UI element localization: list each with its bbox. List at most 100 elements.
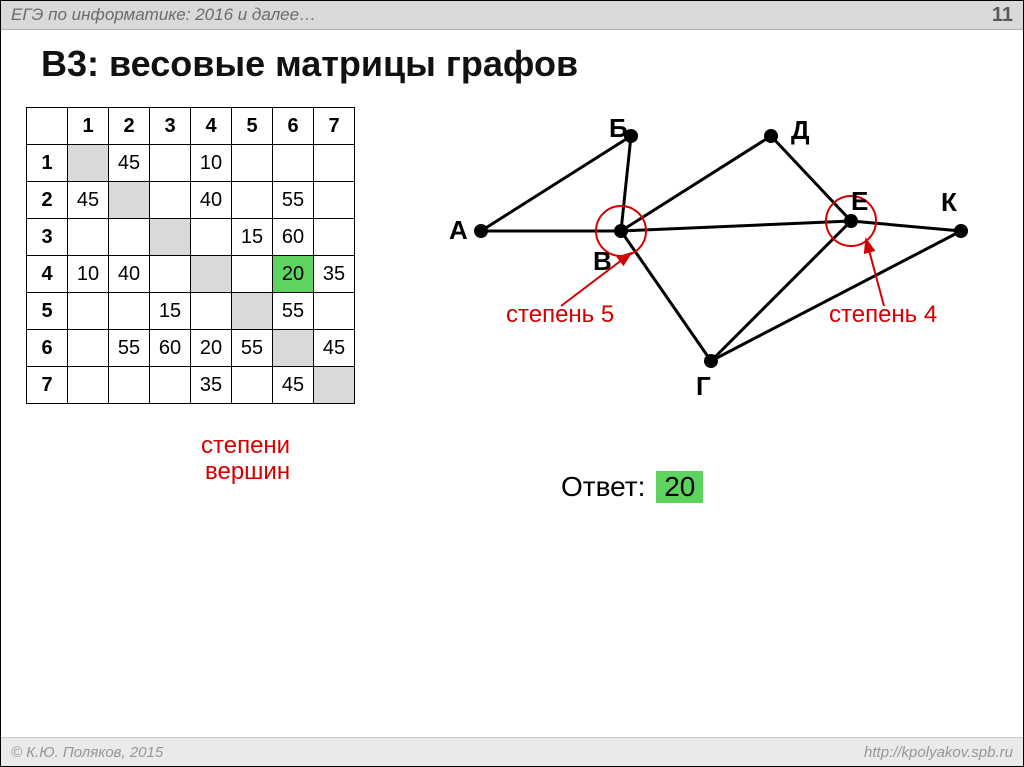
graph-node-label: Д	[791, 115, 810, 146]
matrix-cell: 10	[68, 256, 109, 293]
matrix-col-header: 4	[191, 108, 232, 145]
matrix-cell: 55	[273, 182, 314, 219]
matrix-cell: 60	[273, 219, 314, 256]
matrix-row-header: 2	[27, 182, 68, 219]
graph-edge	[711, 231, 961, 361]
graph-edge	[621, 221, 851, 231]
matrix-cell	[314, 182, 355, 219]
matrix-cell: 55	[109, 330, 150, 367]
answer-value: 20	[656, 471, 703, 503]
matrix-col-header: 3	[150, 108, 191, 145]
bottombar: © К.Ю. Поляков, 2015 http://kpolyakov.sp…	[1, 737, 1023, 766]
matrix-cell	[273, 145, 314, 182]
slide: ЕГЭ по информатике: 2016 и далее… 11 B3:…	[0, 0, 1024, 767]
degree-caption: степени вершин	[201, 433, 290, 486]
degree-annotation: степень 5	[506, 301, 614, 329]
graph-node-label: А	[449, 215, 468, 246]
slide-title: B3: весовые матрицы графов	[41, 43, 578, 85]
matrix-cell	[150, 145, 191, 182]
matrix-col-header: 2	[109, 108, 150, 145]
matrix-row-header: 1	[27, 145, 68, 182]
matrix-cell	[232, 145, 273, 182]
matrix-row: 4 10 40 20 35	[27, 256, 355, 293]
matrix-row-header: 3	[27, 219, 68, 256]
matrix-col-header: 6	[273, 108, 314, 145]
degree-caption-line1: степени	[201, 432, 290, 459]
matrix-cell: 15	[232, 219, 273, 256]
graph-node-label: К	[941, 187, 957, 218]
matrix-cell: 40	[191, 182, 232, 219]
matrix-row-header: 7	[27, 367, 68, 404]
matrix-cell	[232, 293, 273, 330]
matrix-cell: 55	[273, 293, 314, 330]
matrix-row: 2 45 40 55	[27, 182, 355, 219]
matrix-cell	[232, 367, 273, 404]
matrix-cell	[68, 330, 109, 367]
matrix-cell: 15	[150, 293, 191, 330]
graph-node-label: Е	[851, 186, 868, 217]
matrix-cell	[191, 256, 232, 293]
matrix-cell	[314, 219, 355, 256]
degree-annotation: степень 4	[829, 301, 937, 329]
matrix-row: 1 45 10	[27, 145, 355, 182]
matrix-cell: 45	[109, 145, 150, 182]
topbar: ЕГЭ по информатике: 2016 и далее… 11	[1, 1, 1023, 30]
matrix-row: 5 15 55	[27, 293, 355, 330]
matrix-cell: 35	[314, 256, 355, 293]
graph-node	[704, 354, 718, 368]
matrix-col-header: 7	[314, 108, 355, 145]
matrix-cell: 20	[191, 330, 232, 367]
matrix-cell: 35	[191, 367, 232, 404]
matrix-cell	[150, 219, 191, 256]
matrix-cell	[191, 219, 232, 256]
graph-edge	[771, 136, 851, 221]
matrix-row: 3 15 60	[27, 219, 355, 256]
matrix-col-header: 1	[68, 108, 109, 145]
matrix-corner	[27, 108, 68, 145]
matrix-cell: 10	[191, 145, 232, 182]
footer-copyright: © К.Ю. Поляков, 2015	[11, 744, 163, 761]
footer-url: http://kpolyakov.spb.ru	[864, 744, 1013, 761]
graph-svg	[421, 101, 1001, 401]
matrix-col-header: 5	[232, 108, 273, 145]
matrix-cell: 40	[109, 256, 150, 293]
degree-caption-line2: вершин	[205, 458, 290, 485]
graph-diagram: АБВГДЕКстепень 5степень 4	[421, 101, 1001, 401]
header-breadcrumb: ЕГЭ по информатике: 2016 и далее…	[11, 5, 316, 25]
matrix-row: 6 55 60 20 55 45	[27, 330, 355, 367]
matrix-cell: 55	[232, 330, 273, 367]
matrix-cell: 45	[273, 367, 314, 404]
matrix-cell	[273, 330, 314, 367]
adjacency-matrix: 1 2 3 4 5 6 7 1 45 10 2 45 40 55	[26, 107, 355, 404]
answer-label: Ответ:	[561, 471, 645, 502]
graph-edge	[621, 231, 711, 361]
matrix-row: 7 35 45	[27, 367, 355, 404]
matrix-header-row: 1 2 3 4 5 6 7	[27, 108, 355, 145]
matrix-cell	[109, 219, 150, 256]
graph-node-label: Г	[696, 371, 711, 402]
graph-edge	[621, 136, 771, 231]
matrix-cell: 45	[68, 182, 109, 219]
page-number: 11	[992, 4, 1013, 27]
graph-node	[614, 224, 628, 238]
graph-edge	[851, 221, 961, 231]
matrix-cell	[68, 367, 109, 404]
matrix-cell	[68, 293, 109, 330]
graph-node	[954, 224, 968, 238]
matrix-cell	[314, 145, 355, 182]
graph-node	[474, 224, 488, 238]
matrix-row-header: 6	[27, 330, 68, 367]
matrix-row-header: 4	[27, 256, 68, 293]
matrix-row-header: 5	[27, 293, 68, 330]
graph-node-label: Б	[609, 113, 628, 144]
matrix-cell	[232, 256, 273, 293]
graph-edge	[481, 136, 631, 231]
matrix-cell	[150, 182, 191, 219]
graph-edge	[711, 221, 851, 361]
matrix-cell	[68, 145, 109, 182]
matrix-cell	[150, 256, 191, 293]
matrix-cell	[109, 367, 150, 404]
matrix-cell	[314, 293, 355, 330]
graph-edge	[621, 136, 631, 231]
matrix-cell	[191, 293, 232, 330]
